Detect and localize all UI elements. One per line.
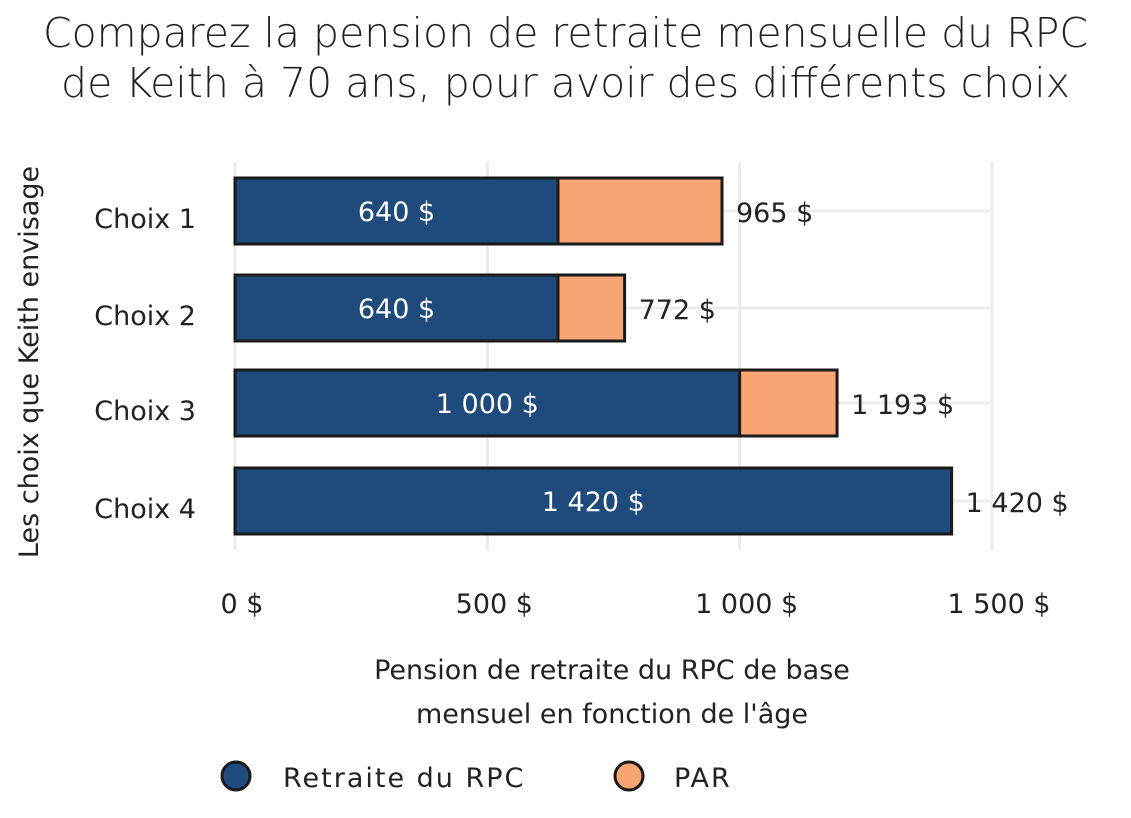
bar-labels: 640 $ 965 $ 640 $ 772 $ 1 000 $ 1 193 $ 1 420 … bbox=[358, 197, 1069, 519]
x-axis-label-line-2: mensuel en fonction de l'âge bbox=[416, 699, 808, 730]
bar-rpc-label-2: 640 $ bbox=[358, 294, 435, 325]
legend-label-rpc: Retraite du RPC bbox=[283, 763, 525, 794]
x-tick-label-2: 1 000 $ bbox=[695, 589, 798, 620]
legend: Retraite du RPC PAR bbox=[220, 760, 732, 794]
chart-title-line-1: Comparez la pension de retraite mensuell… bbox=[42, 9, 1089, 57]
category-label-4: Choix 4 bbox=[94, 494, 196, 525]
bar-rpc-label-1: 640 $ bbox=[358, 197, 435, 228]
x-tick-label-0: 0 $ bbox=[221, 589, 264, 620]
x-tick-label-3: 1 500 $ bbox=[947, 589, 1050, 620]
bar-par-2 bbox=[556, 273, 627, 343]
bars bbox=[233, 176, 954, 536]
y-axis-label: Les choix que Keith envisage bbox=[14, 166, 45, 558]
x-tick-label-1: 500 $ bbox=[456, 589, 533, 620]
bar-rpc-4 bbox=[233, 466, 954, 536]
legend-marker-par bbox=[613, 760, 645, 792]
legend-marker-rpc bbox=[220, 760, 252, 792]
bar-par-3 bbox=[738, 368, 839, 438]
bar-total-label-2: 772 $ bbox=[639, 295, 716, 326]
legend-label-par: PAR bbox=[674, 763, 732, 794]
bar-rpc-label-4: 1 420 $ bbox=[542, 487, 645, 518]
bar-total-label-4: 1 420 $ bbox=[966, 488, 1069, 519]
bar-total-label-1: 965 $ bbox=[736, 198, 813, 229]
x-axis-label-line-1: Pension de retraite du RPC de base bbox=[374, 655, 850, 686]
chart-title: Comparez la pension de retraite mensuell… bbox=[0, 8, 1131, 108]
bar-total-label-3: 1 193 $ bbox=[851, 390, 954, 421]
category-labels: Choix 1 Choix 2 Choix 3 Choix 4 bbox=[94, 204, 196, 525]
category-label-2: Choix 2 bbox=[94, 301, 196, 332]
category-label-3: Choix 3 bbox=[94, 396, 196, 427]
bar-rpc-label-3: 1 000 $ bbox=[436, 389, 539, 420]
category-label-1: Choix 1 bbox=[94, 204, 196, 235]
x-tick-labels: 0 $ 500 $ 1 000 $ 1 500 $ bbox=[221, 589, 1051, 620]
bar-par-1 bbox=[556, 176, 724, 246]
chart-title-line-2: de Keith à 70 ans, pour avoir des différ… bbox=[61, 59, 1070, 107]
